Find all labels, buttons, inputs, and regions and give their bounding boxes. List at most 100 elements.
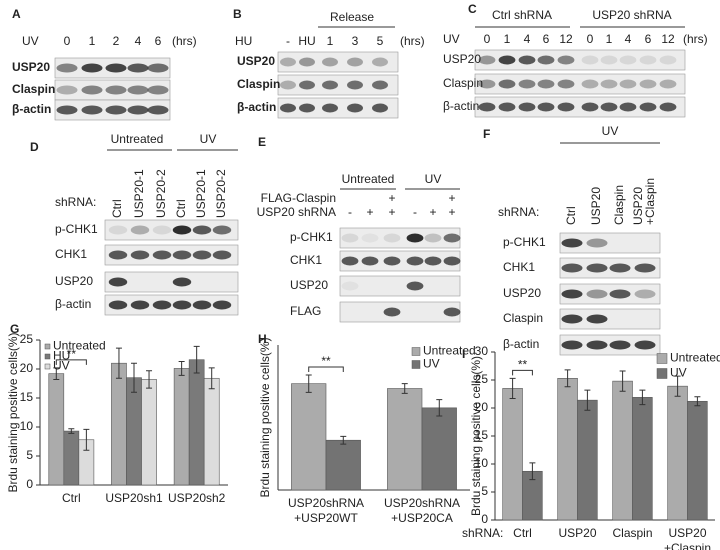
- legend-label: UV: [423, 357, 440, 371]
- blot-band: [361, 233, 379, 243]
- error-bar: [639, 389, 646, 406]
- blot-band: [127, 85, 149, 95]
- lane-label: 2: [113, 34, 120, 48]
- blot-band: [586, 289, 608, 299]
- blot-band: [152, 225, 172, 235]
- significance-bracket: [55, 359, 87, 365]
- blot-band: [478, 55, 496, 65]
- blot-strip: [474, 96, 686, 118]
- lane-label: Ctrl: [174, 199, 188, 218]
- bar: [577, 399, 598, 521]
- bar: [291, 383, 327, 491]
- x-tick-label: +USP20CA: [391, 511, 453, 525]
- legend-swatch: [656, 353, 668, 364]
- y-axis-label: Brdu staining positive cells(%): [469, 356, 483, 516]
- treatment-label: UV: [443, 32, 460, 46]
- significance-bracket: [308, 366, 344, 372]
- blot-band: [299, 103, 315, 113]
- blot-band: [639, 79, 657, 89]
- error-bar: [509, 377, 516, 399]
- blot-band: [341, 233, 359, 243]
- x-tick-label: USP20shRNA: [384, 496, 460, 510]
- legend-swatch: [411, 347, 421, 356]
- blot-band: [56, 63, 78, 73]
- lane-label: 6: [155, 34, 162, 48]
- blot-band: [609, 289, 631, 299]
- blot-band: [341, 281, 359, 291]
- row-header: shRNA:: [55, 195, 96, 209]
- row-label: p-CHK1: [503, 235, 546, 249]
- blot-band: [372, 80, 388, 90]
- row-label: USP20: [55, 274, 93, 288]
- group-label: UV: [200, 132, 217, 146]
- blot-band: [537, 55, 555, 65]
- bar: [325, 439, 361, 491]
- error-bar: [584, 389, 591, 411]
- lane-label: USP20-1: [194, 169, 208, 218]
- blot-band: [443, 233, 461, 243]
- blot-band: [406, 233, 424, 243]
- x-tick-label: USP20shRNA: [288, 496, 364, 510]
- lane-label: 4: [625, 32, 632, 46]
- lane-label: USP20: [631, 187, 645, 225]
- error-bar: [146, 370, 153, 389]
- y-tick-label: 20: [20, 361, 34, 375]
- blot-band: [406, 281, 424, 291]
- lane-label: 0: [64, 34, 71, 48]
- blot-strip: [277, 97, 399, 119]
- row-label: Claspin: [503, 311, 543, 325]
- blot-band: [443, 256, 461, 266]
- bar: [687, 400, 708, 521]
- row-label: USP20: [443, 52, 481, 66]
- legend-swatch: [411, 360, 421, 369]
- blot-band: [619, 79, 637, 89]
- panel-label: D: [30, 140, 39, 154]
- blot-band: [561, 238, 583, 248]
- bar: [667, 385, 688, 521]
- blot-band: [581, 102, 599, 112]
- blot-band: [347, 57, 363, 67]
- blot-band: [81, 63, 103, 73]
- blot-band: [152, 300, 172, 310]
- blot-band: [347, 103, 363, 113]
- category-header: shRNA:: [462, 526, 503, 540]
- y-tick-label: 10: [475, 456, 489, 470]
- blot-band: [347, 80, 363, 90]
- blot-band: [498, 102, 516, 112]
- lane-label: 12: [661, 32, 675, 46]
- error-bar: [193, 345, 200, 374]
- blot-band: [130, 225, 150, 235]
- blot-band: [634, 289, 656, 299]
- blot-band: [105, 85, 127, 95]
- blot-strip: [104, 271, 239, 293]
- blot-band: [619, 55, 637, 65]
- blot-band: [581, 55, 599, 65]
- x-tick-label: Ctrl: [62, 491, 81, 505]
- legend-label: Untreated: [670, 351, 720, 365]
- y-tick-label: 30: [475, 344, 489, 358]
- blot-band: [108, 250, 128, 260]
- bar: [48, 373, 65, 486]
- treatment-label: UV: [22, 34, 39, 48]
- unit-label: (hrs): [172, 34, 197, 48]
- blot-band: [619, 102, 637, 112]
- lane-label: 0: [484, 32, 491, 46]
- legend-label: UV: [53, 359, 70, 373]
- x-tick-label: USP20: [668, 526, 706, 540]
- error-bar: [694, 396, 701, 407]
- lane-label: 5: [377, 34, 384, 48]
- lane-label: +Claspin: [643, 178, 657, 225]
- x-tick-label: +Claspin: [664, 541, 711, 550]
- y-tick-label: 10: [20, 419, 34, 433]
- y-tick-label: 0: [481, 512, 488, 526]
- blot-band: [600, 102, 618, 112]
- blot-band: [518, 55, 536, 65]
- blot-band: [108, 300, 128, 310]
- blot-band: [192, 300, 212, 310]
- y-tick-label: 5: [481, 484, 488, 498]
- blot-strip: [559, 308, 661, 330]
- row-label: USP20: [237, 54, 275, 68]
- panel-label: I: [462, 347, 465, 361]
- sign: -: [413, 205, 417, 219]
- blot-band: [639, 102, 657, 112]
